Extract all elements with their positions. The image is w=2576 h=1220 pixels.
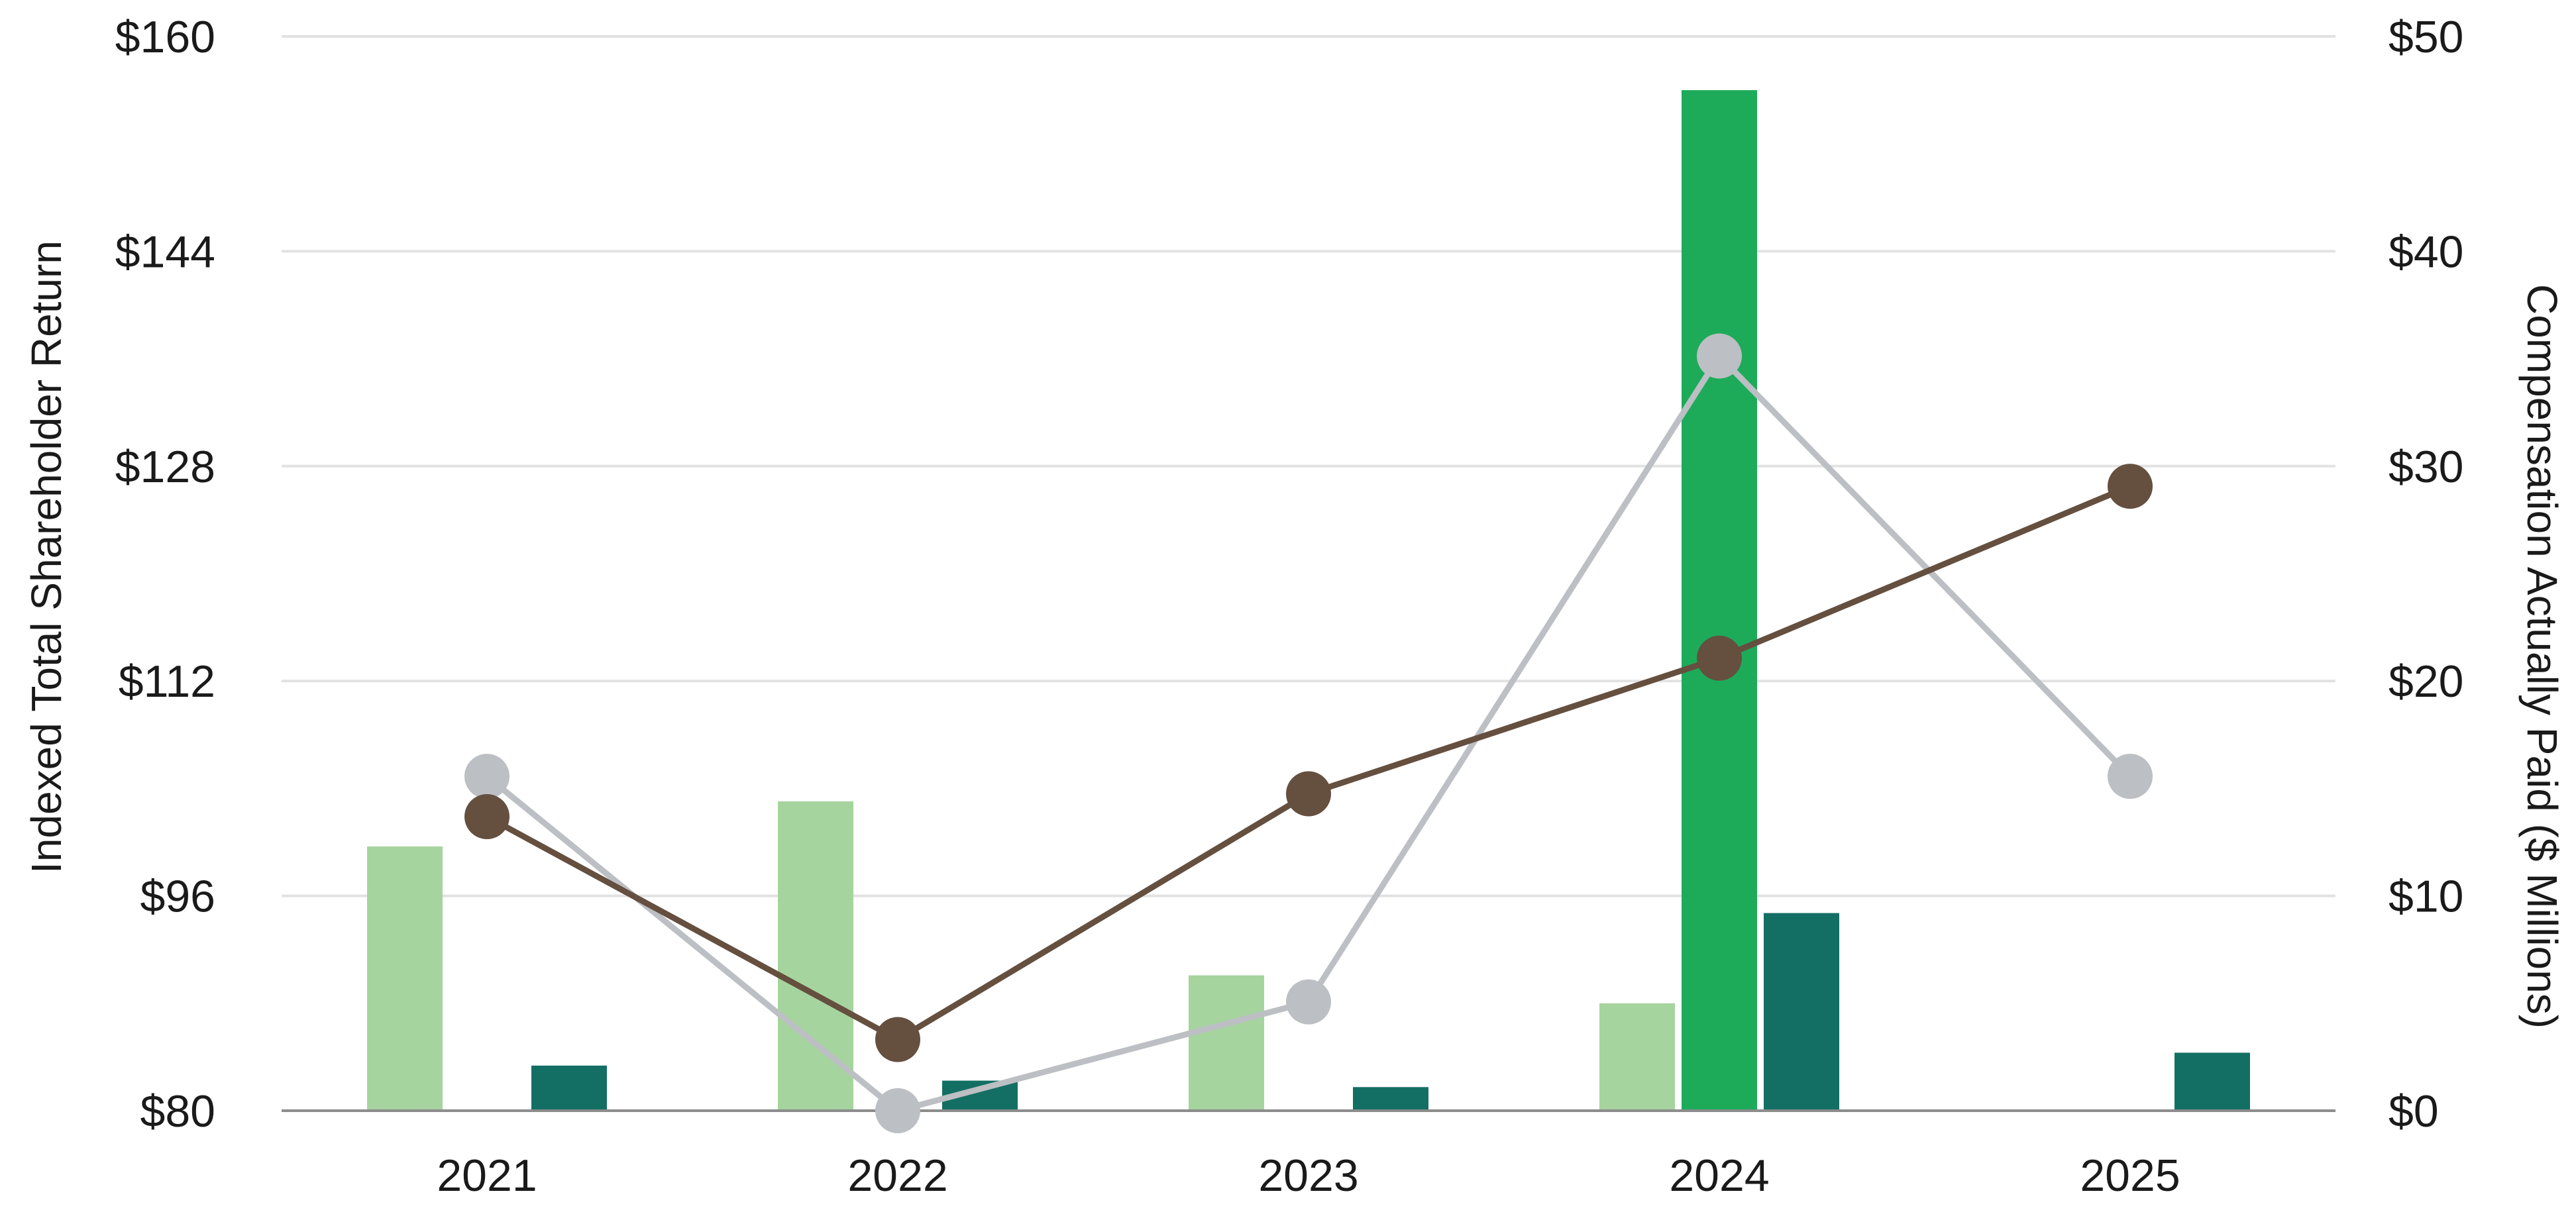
data-point: [1697, 333, 1742, 379]
series-line: [485, 483, 2131, 1043]
y-right-tick-label: $50: [2388, 12, 2463, 62]
bar: [531, 1065, 607, 1111]
x-tick-label: 2024: [1669, 1150, 1769, 1201]
x-tick-label: 2022: [847, 1150, 947, 1201]
y-left-tick-label: $112: [119, 656, 215, 707]
data-point: [1286, 771, 1331, 817]
bar: [2174, 1052, 2250, 1111]
data-point: [2108, 464, 2153, 509]
y-left-tick-label: $144: [115, 227, 215, 277]
y-axis-right-title: Compensation Actually Paid ($ Millions): [2518, 284, 2566, 1029]
gridlines: [282, 35, 2335, 897]
data-point: [464, 754, 510, 799]
y-left-tick-label: $160: [115, 12, 215, 62]
bar: [1353, 1087, 1428, 1111]
data-point: [1286, 979, 1331, 1025]
y-left-tick-label: $80: [140, 1086, 215, 1137]
bar: [1599, 1003, 1675, 1111]
y-left-tick-label: $96: [140, 872, 215, 922]
x-tick-label: 2025: [2080, 1150, 2180, 1201]
bar: [778, 801, 853, 1111]
y-right-tick-label: $30: [2388, 442, 2463, 492]
x-tick-label: 2023: [1258, 1150, 1358, 1201]
data-point: [2108, 754, 2153, 799]
y-right-tick-label: $40: [2388, 227, 2463, 277]
bar: [1189, 975, 1264, 1111]
data-point: [1697, 635, 1742, 681]
data-point: [875, 1017, 920, 1062]
line-marks: [464, 333, 2153, 1133]
y-right-tick-label: $0: [2388, 1086, 2439, 1137]
bar: [1682, 90, 1757, 1111]
bar: [1764, 913, 1839, 1111]
y-left-tick-label: $128: [115, 442, 215, 492]
tick-labels: $80 $96 $112 $128 $144 $160 $0 $10 $20 $30 $40 $50 2…: [115, 12, 2464, 1201]
bar-marks: [367, 90, 2250, 1111]
data-point: [464, 793, 510, 839]
y-right-tick-label: $10: [2388, 872, 2463, 922]
y-axis-left-title: Indexed Total Shareholder Return: [23, 240, 70, 874]
x-tick-label: 2021: [437, 1150, 537, 1201]
bar: [367, 846, 443, 1111]
y-right-tick-label: $20: [2388, 656, 2463, 707]
data-point: [875, 1088, 920, 1133]
